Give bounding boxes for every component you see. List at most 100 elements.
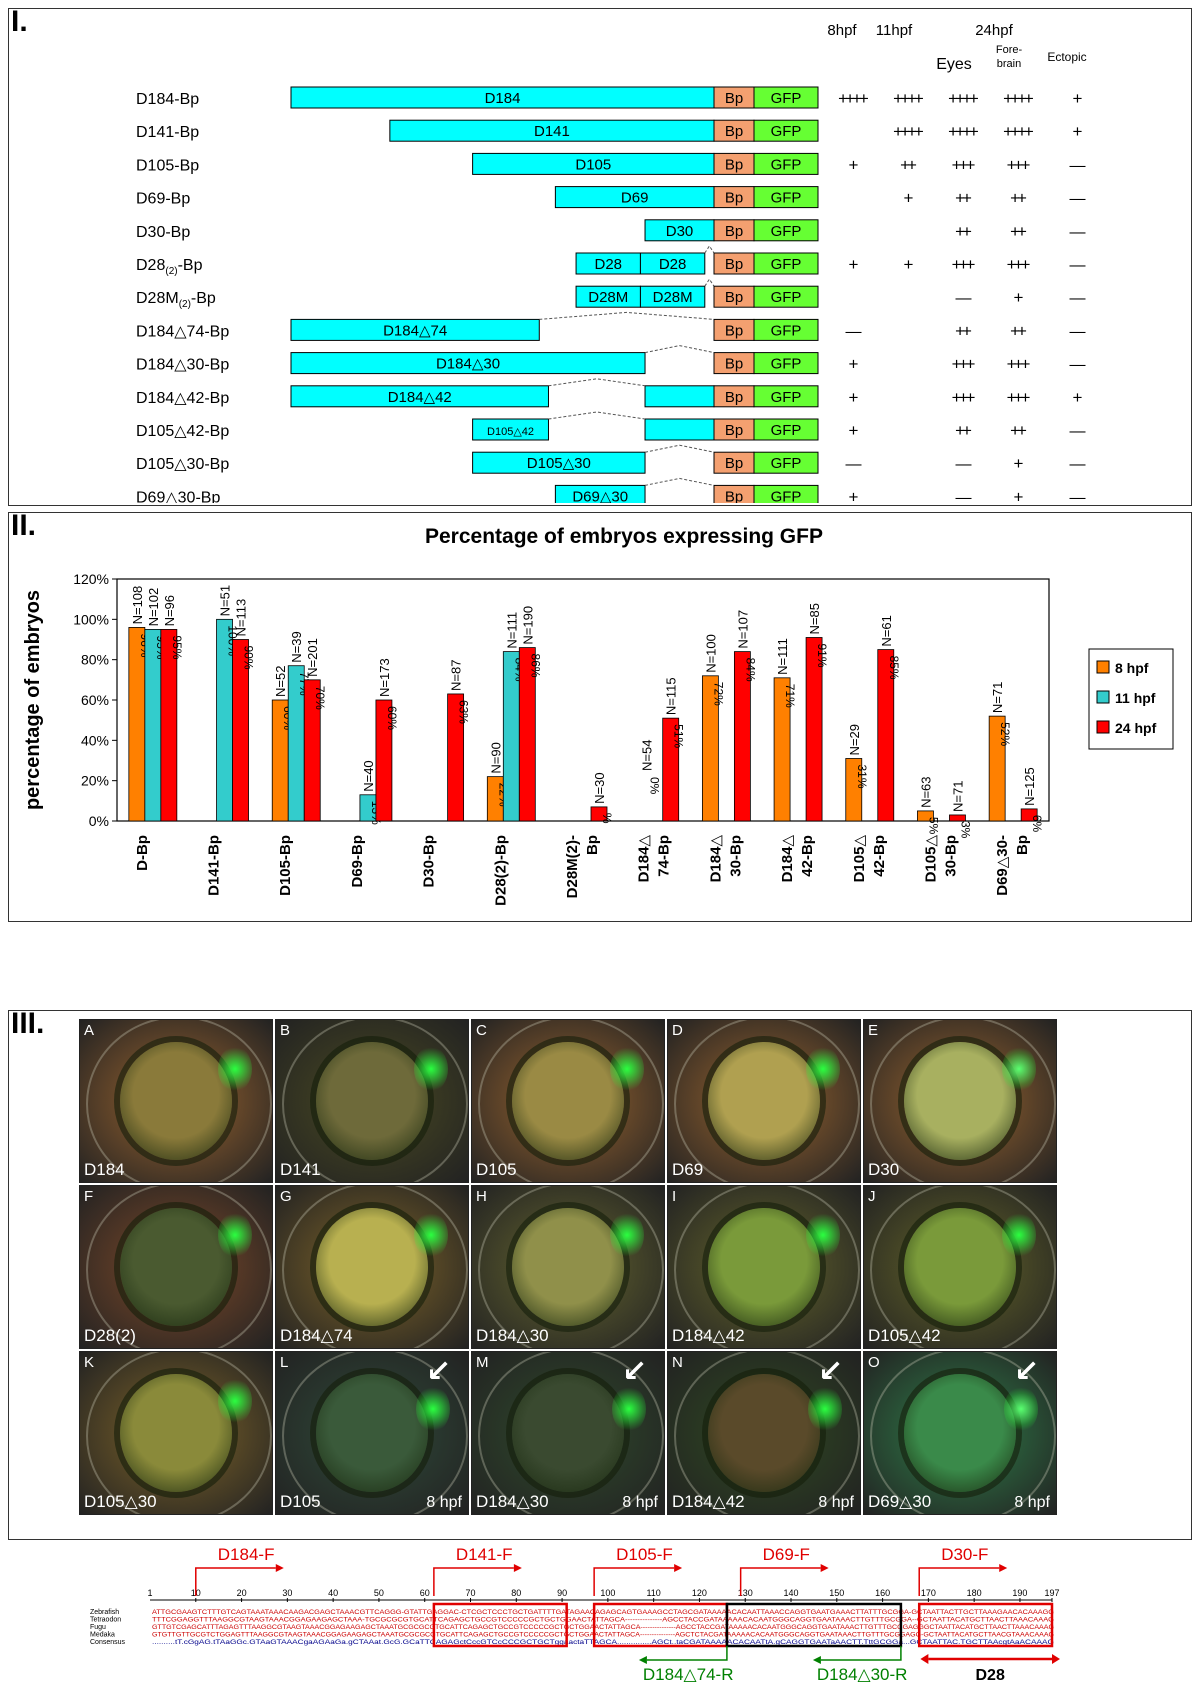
chorion xyxy=(282,1352,468,1514)
photo-construct-label: D184△42 xyxy=(672,1326,745,1345)
legend-label: 8 hpf xyxy=(1115,660,1149,676)
segment-label: D69 xyxy=(621,190,649,207)
photo-time-label: 8 hpf xyxy=(622,1494,658,1511)
primer-arrow xyxy=(918,1567,1000,1596)
expression-score: + xyxy=(904,189,914,208)
promoter-segment xyxy=(639,285,706,308)
photo-time-label: 8 hpf xyxy=(818,1494,854,1511)
x-tick-label: D105-Bp xyxy=(277,835,294,896)
photo-construct-label: D105 xyxy=(476,1160,517,1179)
legend: 8 hpf 11 hpf 24 hpf xyxy=(1088,648,1174,750)
bp-label: Bp xyxy=(725,123,743,140)
chorion xyxy=(674,1020,860,1182)
arrow-icon: ↙ xyxy=(426,1355,452,1388)
bar xyxy=(232,639,249,822)
promoter-segment xyxy=(472,418,549,441)
bp-label: Bp xyxy=(725,488,743,503)
construct-name: D69-Bp xyxy=(136,191,190,208)
bp-label: Bp xyxy=(725,289,743,306)
construct-name: D184△30-Bp xyxy=(136,357,229,374)
bar-value-label: 71% xyxy=(783,684,797,708)
arrowhead-icon xyxy=(275,1564,284,1572)
expression-score: + xyxy=(849,388,859,407)
x-tick-label: Bp xyxy=(1014,835,1031,855)
gfp-label: GFP xyxy=(771,422,802,439)
forward-primer-label: D69-F xyxy=(763,1546,810,1564)
bar-value-label: 84% xyxy=(743,658,757,682)
expression-score: — xyxy=(1070,191,1086,208)
ruler-tick-label: 50 xyxy=(374,1588,384,1598)
expression-score: ++++ xyxy=(1003,89,1034,108)
bar-n-label: N=108 xyxy=(130,586,145,625)
bar-n-label: N=29 xyxy=(847,724,862,755)
x-tick-label: D105△ xyxy=(922,835,939,883)
bar xyxy=(877,649,895,822)
arrowhead-icon xyxy=(1052,1654,1060,1664)
bar-value-label: 3% xyxy=(958,821,972,839)
y-tick-label: 0% xyxy=(89,813,109,829)
gfp-label: GFP xyxy=(771,455,802,472)
gfp-box xyxy=(753,119,819,142)
bar-value-label: 0% xyxy=(648,777,662,795)
photo-time-label: 8 hpf xyxy=(1014,1494,1050,1511)
ruler-tick-label: 100 xyxy=(600,1588,615,1598)
bar-n-label: N=100 xyxy=(703,634,718,673)
expression-score: ++ xyxy=(955,189,972,208)
bar-value-label: 6% xyxy=(1030,815,1044,833)
expression-score: + xyxy=(849,487,859,503)
gfp-label: GFP xyxy=(771,289,802,306)
photo-letter: E xyxy=(868,1022,879,1039)
ruler-tick-label: 40 xyxy=(328,1588,338,1598)
bar xyxy=(733,651,751,822)
chorion xyxy=(86,1352,272,1514)
expression-score: ++ xyxy=(955,321,972,340)
photo-letter: M xyxy=(476,1354,489,1371)
chorion xyxy=(478,1186,664,1348)
embryo-photo-m: M D184△30 8 hpf ↙ xyxy=(471,1351,665,1515)
photo-construct-label: D184△42 xyxy=(672,1492,745,1511)
x-tick-label: D-Bp xyxy=(134,835,151,871)
column-header: 11hpf xyxy=(876,22,913,39)
sequence-row: TTTCGGAGGTTTAAGGCGTAAGTAAACGGAGAAGAGCTAA… xyxy=(152,1617,1054,1624)
plot-frame xyxy=(116,578,1050,822)
legend-swatch xyxy=(1096,720,1110,734)
photo-letter: J xyxy=(868,1188,876,1205)
column-header: Ectopic xyxy=(1047,50,1086,64)
embryo-photo-h: H D184△30 xyxy=(471,1185,665,1349)
promoter-segment xyxy=(472,451,646,474)
bar-chart: Percentage of embryos expressing GFP perc… xyxy=(22,525,1174,906)
d28-label: D28 xyxy=(976,1667,1005,1684)
bar-value-label: 95% xyxy=(170,635,184,659)
sequence-row: GTTGTCGAGCATTTAGAGTTTAAGGCGTAAGTAAACGGAG… xyxy=(152,1624,1054,1631)
chorion xyxy=(478,1352,664,1514)
x-tick-label: D184△ xyxy=(636,835,653,883)
bar-value-label: 60% xyxy=(385,706,399,730)
segment-label: D28 xyxy=(659,256,687,273)
expression-score: +++ xyxy=(952,255,976,274)
promoter-segment xyxy=(644,418,715,441)
yolk xyxy=(120,1042,232,1160)
segment-label: D28 xyxy=(594,256,622,273)
expression-score: + xyxy=(849,155,859,174)
expression-score: + xyxy=(849,421,859,440)
column-header: brain xyxy=(997,58,1021,70)
chorion xyxy=(478,1020,664,1182)
embryo-photo-f: F D28(2) xyxy=(79,1185,273,1349)
sequence-row: ..........tT.cGgAG.tTAaGGc.GTAaGTAAACgaA… xyxy=(152,1639,1054,1646)
promoter-segment xyxy=(290,352,646,375)
ruler-tick-label: 160 xyxy=(875,1588,890,1598)
photo-letter: B xyxy=(280,1022,291,1039)
photo-construct-label: D69△30 xyxy=(868,1492,932,1511)
segment-label: D184△30 xyxy=(436,356,500,373)
bar-value-label: 70% xyxy=(313,686,327,710)
arrowhead-icon xyxy=(999,1564,1008,1572)
ruler-tick-label: 70 xyxy=(465,1588,475,1598)
expression-score: + xyxy=(1073,122,1083,141)
expression-score: — xyxy=(956,456,972,473)
construct-name: D28M(2)-Bp xyxy=(136,290,216,310)
embryo-photo-g: G D184△74 xyxy=(275,1185,469,1349)
forward-primer-label: D105-F xyxy=(616,1546,673,1564)
bar-n-label: N=52 xyxy=(273,666,288,697)
bar-n-label: N=201 xyxy=(305,638,320,677)
x-tick-label: Bp xyxy=(584,835,601,855)
